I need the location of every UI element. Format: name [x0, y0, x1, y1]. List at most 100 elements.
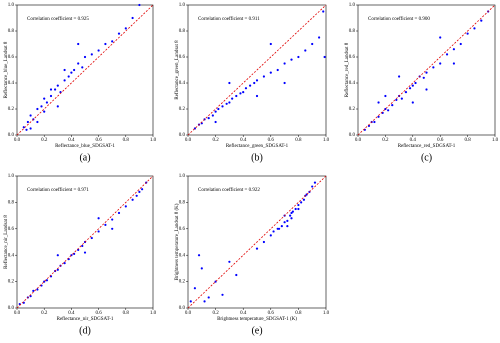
point	[97, 49, 100, 52]
point	[22, 126, 25, 129]
point	[228, 81, 231, 85]
y-axis-label: Reflectance_red_Landsat 8	[345, 42, 350, 97]
y-axis-label: Reflectance_blue_Landsat 8	[4, 41, 9, 98]
point	[445, 53, 449, 56]
y-axis-label: Brightness temperature_Landsat 8 (K)	[175, 203, 180, 280]
point	[398, 75, 401, 78]
point	[290, 211, 293, 215]
plot-frame	[16, 4, 154, 136]
y-tick-label: 0.6	[179, 55, 186, 60]
point	[29, 127, 32, 130]
point	[138, 190, 141, 193]
point	[452, 62, 455, 65]
x-tick-label: 0.2	[41, 138, 48, 143]
point	[63, 79, 66, 82]
point	[400, 97, 403, 100]
point	[235, 94, 238, 98]
point	[124, 205, 127, 208]
y-tick-label: 1.0	[179, 174, 186, 179]
x-tick-label: 1.0	[492, 138, 499, 143]
point	[207, 117, 210, 120]
x-tick-label: 0.8	[295, 138, 302, 143]
y-tick-label: 0.6	[8, 227, 15, 232]
panel-label: (b)	[251, 152, 263, 163]
point	[83, 251, 87, 254]
point	[373, 120, 376, 124]
point	[45, 101, 49, 104]
point	[313, 181, 317, 184]
annotation: Correlation coefficient = 0.900	[368, 17, 430, 22]
y-tick-label: 0.4	[349, 81, 356, 86]
plot-frame	[16, 175, 154, 309]
one-to-one-line	[16, 4, 154, 136]
x-tick-label: 0.0	[185, 138, 192, 143]
point	[90, 53, 93, 56]
point	[197, 254, 201, 257]
point	[473, 27, 476, 30]
point	[391, 104, 394, 107]
point	[255, 247, 259, 250]
one-to-one-line	[357, 4, 496, 136]
y-tick-label: 0.2	[179, 107, 186, 112]
x-tick-label: 0.6	[437, 138, 444, 143]
annotation: Correlation coefficient = 0.922	[198, 188, 260, 193]
point	[280, 225, 283, 228]
point	[286, 225, 289, 228]
point	[290, 58, 293, 61]
x-tick-label: 0.2	[212, 138, 219, 143]
point	[97, 230, 100, 233]
y-tick-label: 0.4	[179, 81, 186, 86]
point	[104, 223, 107, 226]
point	[452, 48, 455, 51]
point	[73, 68, 76, 72]
x-tick-label: 0.2	[382, 138, 389, 143]
point	[290, 217, 293, 220]
point	[283, 221, 286, 224]
point	[97, 217, 100, 220]
y-tick-label: 0.0	[179, 133, 186, 138]
point	[117, 32, 121, 35]
y-tick-label: 1.0	[8, 174, 15, 179]
point	[404, 91, 408, 94]
x-tick-label: 1.0	[150, 138, 157, 143]
point	[276, 68, 279, 72]
x-tick-label: 0.8	[295, 311, 302, 316]
y-tick-label: 1.0	[8, 3, 15, 8]
point	[439, 62, 442, 65]
point	[81, 66, 84, 69]
y-axis-label: Reflectance_green_Landsat 8	[175, 40, 180, 100]
point	[422, 76, 425, 79]
x-tick-label: 0.4	[68, 138, 75, 143]
point	[414, 81, 417, 85]
x-tick-label: 0.0	[14, 311, 21, 316]
panel-label: (c)	[421, 152, 432, 163]
point	[43, 97, 46, 100]
annotation: Correlation coefficient = 0.911	[198, 17, 260, 22]
point	[228, 260, 231, 263]
y-tick-label: 0.2	[8, 107, 15, 112]
point	[277, 227, 281, 230]
y-tick-label: 0.2	[8, 280, 15, 285]
point	[377, 101, 380, 104]
y-tick-label: 0.2	[179, 280, 186, 285]
point	[141, 188, 144, 191]
point	[49, 94, 53, 98]
point	[286, 219, 289, 222]
point	[200, 267, 203, 270]
point	[244, 87, 248, 90]
point	[384, 94, 387, 98]
point	[56, 84, 59, 87]
x-tick-label: 0.8	[123, 138, 130, 143]
y-tick-label: 0.0	[179, 306, 186, 311]
point	[207, 296, 210, 299]
point	[111, 218, 114, 221]
point	[117, 211, 121, 215]
y-tick-label: 0.0	[349, 133, 356, 138]
point	[131, 198, 134, 201]
point	[56, 268, 59, 271]
point	[25, 128, 28, 131]
x-tick-label: 0.0	[355, 138, 362, 143]
y-tick-label: 0.4	[8, 81, 15, 86]
point	[56, 105, 59, 108]
point	[36, 107, 39, 111]
